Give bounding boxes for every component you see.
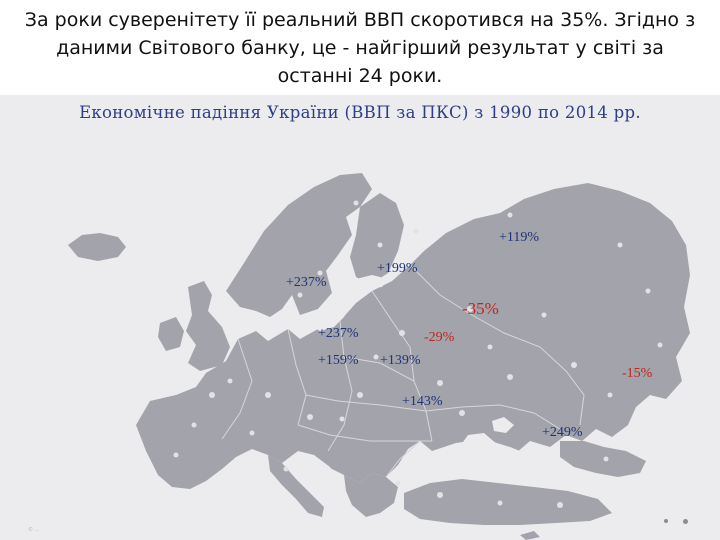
gulf-of-finland-shape (356, 275, 388, 289)
scandinavia-shape (226, 173, 372, 317)
caucasus-shape (560, 441, 646, 477)
mainland-europe-shape (136, 183, 690, 489)
label-turkey: +249% (542, 425, 583, 440)
label-georgia: -15% (622, 366, 653, 381)
country-borders (221, 264, 585, 478)
map-footnote: © ... (28, 527, 40, 533)
baltic-sea-shape (310, 289, 352, 331)
adriatic-sea-shape (300, 455, 340, 487)
label-poland: +237% (318, 326, 359, 341)
europe-map: Економічне падіння України (ВВП за ПКС) … (0, 95, 720, 540)
caspian-sea-shape (646, 409, 680, 481)
corner-dot (683, 519, 688, 524)
europe-map-graphic (68, 173, 690, 540)
turkey-shape (404, 479, 612, 525)
label-russia: +119% (499, 230, 540, 245)
azov-sea-shape (492, 417, 514, 433)
label-moldova: -29% (424, 330, 455, 345)
slide-headline: За роки суверенітету її реальний ВВП ско… (0, 0, 720, 95)
cyprus-shape (520, 531, 540, 540)
corner-dot (664, 519, 668, 523)
map-title: Економічне падіння України (ВВП за ПКС) … (79, 103, 641, 122)
label-bulgaria: +143% (402, 394, 443, 409)
great-britain-shape (186, 281, 230, 371)
black-sea-shape (432, 439, 552, 481)
balkans-shape (344, 473, 398, 517)
label-baltics: +199% (377, 261, 418, 276)
ireland-shape (158, 317, 184, 351)
mediterranean-sea-shape (150, 495, 440, 540)
label-scandinavia-south: +237% (286, 275, 327, 290)
italy-shape (268, 455, 324, 517)
finland-shape (350, 193, 404, 285)
city-dots (173, 200, 663, 508)
label-hungary: +159% (318, 353, 359, 368)
iceland-shape (68, 233, 126, 261)
label-ukraine: -35% (462, 299, 499, 318)
label-romania: +139% (380, 353, 421, 368)
